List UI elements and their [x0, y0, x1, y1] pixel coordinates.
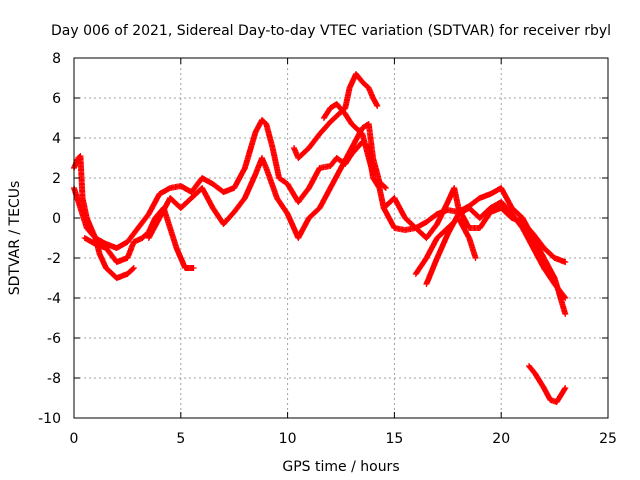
x-tick-label: 20 [492, 431, 510, 447]
series-markers [145, 121, 389, 241]
y-tick-label: -2 [47, 251, 61, 267]
series-markers [291, 71, 381, 161]
series-track-6 [320, 101, 376, 177]
y-tick-label: -4 [47, 291, 61, 307]
series-track-3 [81, 205, 197, 271]
y-tick-label: -10 [38, 411, 61, 427]
y-axis-label: SDTVAR / TECUs [7, 181, 23, 296]
series-track-5 [291, 71, 381, 161]
series-track-10 [526, 363, 569, 405]
y-tick-label: 4 [52, 131, 61, 147]
x-axis-label: GPS time / hours [282, 459, 399, 475]
series-track-9 [423, 199, 569, 301]
y-tick-label: 8 [52, 51, 61, 67]
series-track-4 [145, 121, 389, 241]
axis-ticks [73, 57, 609, 419]
tick-labels: 0 5 10 15 20 25 -10 -8 -6 -4 -2 0 2 4 6 8 [38, 51, 617, 447]
series-markers [423, 199, 569, 301]
x-tick-label: 0 [70, 431, 79, 447]
y-tick-label: -8 [47, 371, 61, 387]
y-tick-label: 6 [52, 91, 61, 107]
y-tick-label: 0 [52, 211, 61, 227]
x-tick-label: 5 [176, 431, 185, 447]
x-tick-label: 10 [279, 431, 297, 447]
y-tick-label: -6 [47, 331, 61, 347]
plot-frame [73, 57, 609, 419]
x-tick-label: 15 [385, 431, 403, 447]
chart-title: Day 006 of 2021, Sidereal Day-to-day VTE… [51, 23, 611, 39]
y-tick-label: 2 [52, 171, 61, 187]
series-markers [320, 101, 376, 177]
x-tick-label: 25 [599, 431, 617, 447]
series-markers [526, 363, 569, 405]
series-markers [81, 205, 197, 271]
